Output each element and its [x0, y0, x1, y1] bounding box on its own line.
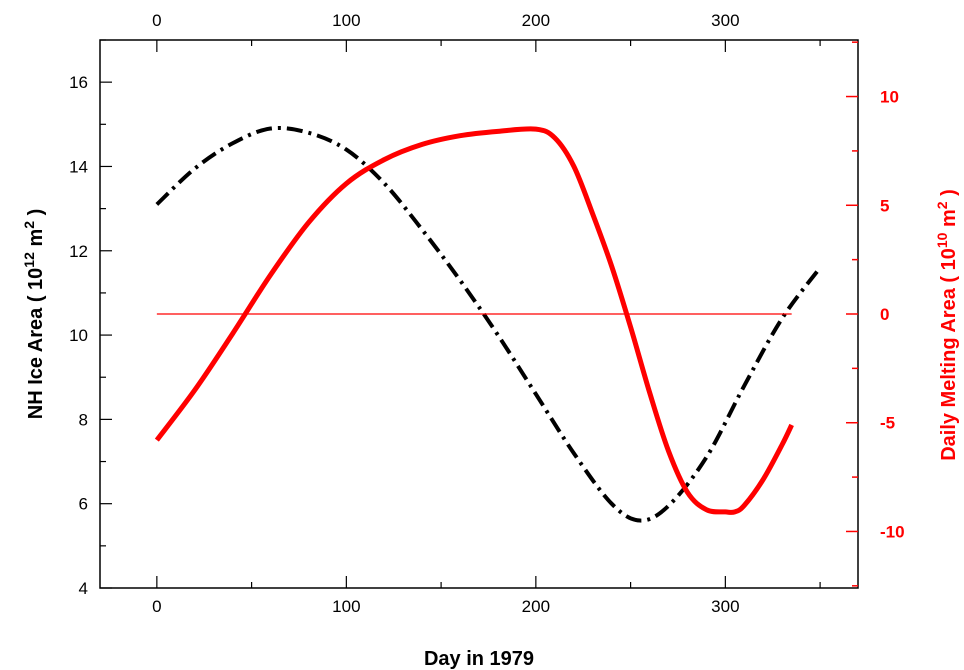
- x-top-tick-label: 0: [152, 11, 161, 30]
- x-axis-title: Day in 1979: [424, 648, 534, 670]
- left-y-title-suffix: ): [25, 209, 47, 221]
- right-y-title-suffix: ): [938, 189, 960, 201]
- left-y-axis-title: NH Ice Area ( 1012 m2 ): [21, 209, 47, 420]
- ticks: [100, 39, 858, 589]
- x-bottom-tick-label: 0: [152, 597, 161, 616]
- tick-labels: 0 100 200 300 0 100 200 300 4 6 8 10 12 14 16 -10 -5 0 5 10: [69, 11, 905, 616]
- x-bottom-tick-label: 200: [522, 597, 550, 616]
- right-y-title-exponent: 10: [934, 232, 950, 248]
- right-y-title-unit-exponent: 2: [934, 201, 950, 209]
- x-top-tick-label: 200: [522, 11, 550, 30]
- left-y-title-exponent: 12: [21, 252, 37, 268]
- y-right-tick-label: 0: [880, 305, 889, 324]
- y-right-tick-label: 10: [880, 88, 899, 107]
- y-left-tick-label: 14: [69, 157, 88, 176]
- y-right-tick-label: -10: [880, 522, 905, 541]
- right-y-title-prefix: Daily Melting Area ( 10: [938, 248, 960, 461]
- y-left-tick-label: 4: [79, 579, 88, 598]
- left-y-title-prefix: NH Ice Area ( 10: [25, 268, 47, 420]
- melting-area-line: [154, 126, 794, 515]
- x-bottom-tick-label: 300: [711, 597, 739, 616]
- y-right-tick-label: 5: [880, 196, 889, 215]
- x-top-tick-label: 100: [332, 11, 360, 30]
- right-y-title-unit: m: [938, 209, 960, 232]
- series: [154, 125, 822, 523]
- x-top-tick-label: 300: [711, 11, 739, 30]
- y-left-tick-label: 16: [69, 73, 88, 92]
- left-y-title-unit: m: [25, 229, 47, 252]
- y-left-tick-label: 12: [69, 242, 88, 261]
- y-left-tick-label: 10: [69, 326, 88, 345]
- right-y-axis-title: Daily Melting Area ( 1010 m2 ): [934, 189, 960, 461]
- y-left-tick-label: 6: [79, 495, 88, 514]
- y-right-tick-label: -5: [880, 414, 895, 433]
- left-y-title-unit-exponent: 2: [21, 221, 37, 229]
- ice-area-line: [155, 125, 822, 523]
- y-left-tick-label: 8: [79, 410, 88, 429]
- x-bottom-tick-label: 100: [332, 597, 360, 616]
